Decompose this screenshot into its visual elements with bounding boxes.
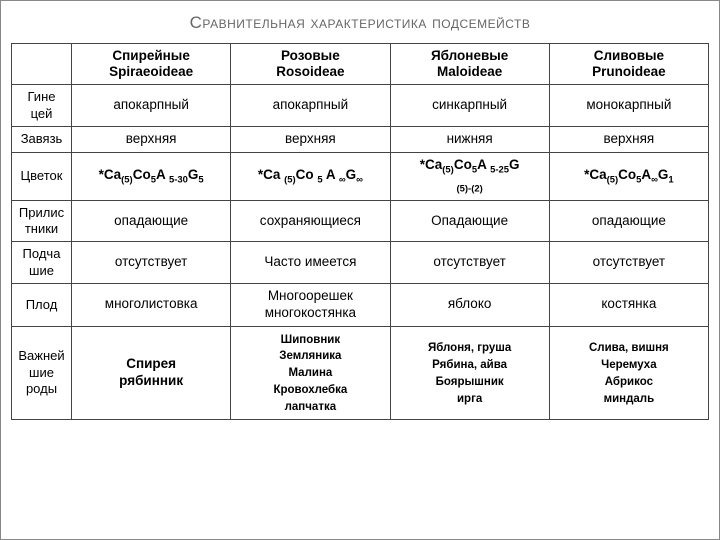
column-header: СпирейныеSpiraeoideae xyxy=(72,44,231,85)
row-label: Завязь xyxy=(12,126,72,152)
table-cell: *Ca(5)Co5A 5-25G(5)-(2) xyxy=(390,152,549,200)
table-cell: костянка xyxy=(549,283,708,326)
table-cell: апокарпный xyxy=(72,85,231,127)
col-name-ru: Яблоневые xyxy=(431,48,508,63)
table-cell: Часто имеется xyxy=(231,242,390,284)
column-header: СливовыеPrunoideae xyxy=(549,44,708,85)
table-cell: Спиреярябинник xyxy=(72,326,231,420)
table-cell: сохраняющиеся xyxy=(231,200,390,242)
table-cell: верхняя xyxy=(549,126,708,152)
row-label: Подча шие xyxy=(12,242,72,284)
table-cell: апокарпный xyxy=(231,85,390,127)
row-label: Гине цей xyxy=(12,85,72,127)
table-cell: отсутствует xyxy=(549,242,708,284)
col-name-lat: Maloideae xyxy=(437,64,502,79)
table-cell: отсутствует xyxy=(72,242,231,284)
col-name-ru: Сливовые xyxy=(594,48,664,63)
row-label: Прилис тники xyxy=(12,200,72,242)
table-cell: *Ca(5)Co5A 5-30G5 xyxy=(72,152,231,200)
table-cell: отсутствует xyxy=(390,242,549,284)
row-label: Важней шие роды xyxy=(12,326,72,420)
table-cell: ШиповникЗемляникаМалинаКровохлебкалапчат… xyxy=(231,326,390,420)
table-cell: Опадающие xyxy=(390,200,549,242)
table-cell: синкарпный xyxy=(390,85,549,127)
column-header: ЯблоневыеMaloideae xyxy=(390,44,549,85)
column-header: РозовыеRosoideae xyxy=(231,44,390,85)
col-name-lat: Spiraeoideae xyxy=(109,64,193,79)
col-name-lat: Rosoideae xyxy=(276,64,344,79)
table-cell: нижняя xyxy=(390,126,549,152)
table-cell: многолистовка xyxy=(72,283,231,326)
table-cell: яблоко xyxy=(390,283,549,326)
table-cell: *Ca(5)Co5A∞G1 xyxy=(549,152,708,200)
table-cell: монокарпный xyxy=(549,85,708,127)
row-label: Цветок xyxy=(12,152,72,200)
table-cell: опадающие xyxy=(72,200,231,242)
table-cell: верхняя xyxy=(231,126,390,152)
col-name-ru: Розовые xyxy=(281,48,340,63)
header-blank xyxy=(12,44,72,85)
table-cell: Слива, вишняЧеремухаАбрикосминдаль xyxy=(549,326,708,420)
page-title: Сравнительная характеристика подсемейств xyxy=(11,13,709,33)
comparison-table: СпирейныеSpiraeoideaeРозовыеRosoideaeЯбл… xyxy=(11,43,709,420)
table-cell: Многоорешек многокостянка xyxy=(231,283,390,326)
table-cell: *Ca (5)Co 5 A ∞G∞ xyxy=(231,152,390,200)
row-label: Плод xyxy=(12,283,72,326)
table-cell: Яблоня, грушаРябина, айваБоярышникирга xyxy=(390,326,549,420)
table-cell: верхняя xyxy=(72,126,231,152)
col-name-lat: Prunoideae xyxy=(592,64,666,79)
table-cell: опадающие xyxy=(549,200,708,242)
col-name-ru: Спирейные xyxy=(112,48,189,63)
